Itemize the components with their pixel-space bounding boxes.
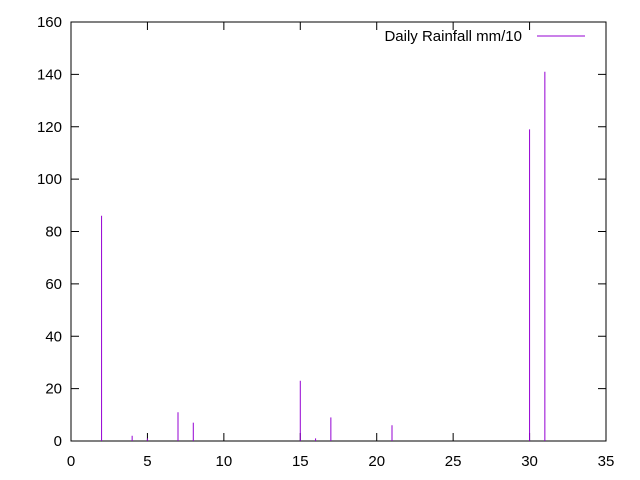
y-tick-label: 60 <box>45 276 62 293</box>
x-tick-label: 5 <box>143 453 151 470</box>
legend-label: Daily Rainfall mm/10 <box>384 28 522 45</box>
x-axis-ticks: 0 5 10 15 20 25 30 35 <box>67 22 615 470</box>
plot-border <box>70 21 607 442</box>
x-tick-label: 30 <box>521 453 538 470</box>
x-tick-label: 10 <box>216 453 233 470</box>
y-axis-ticks: 0 20 40 60 80 100 120 140 160 <box>37 14 606 450</box>
x-tick-label: 25 <box>445 453 462 470</box>
y-tick-label: 120 <box>37 119 62 136</box>
plot-frame <box>70 21 607 442</box>
y-tick-label: 40 <box>45 328 62 345</box>
x-tick-label: 0 <box>67 453 75 470</box>
rainfall-impulses <box>101 71 546 441</box>
y-tick-label: 20 <box>45 381 62 398</box>
x-tick-label: 20 <box>368 453 385 470</box>
legend: Daily Rainfall mm/10 <box>384 28 585 45</box>
y-tick-label: 160 <box>37 14 62 31</box>
y-tick-label: 80 <box>45 224 62 241</box>
y-tick-label: 140 <box>37 66 62 83</box>
x-tick-label: 35 <box>598 453 615 470</box>
y-tick-label: 100 <box>37 171 62 188</box>
y-tick-label: 0 <box>54 433 62 450</box>
x-tick-label: 15 <box>292 453 309 470</box>
